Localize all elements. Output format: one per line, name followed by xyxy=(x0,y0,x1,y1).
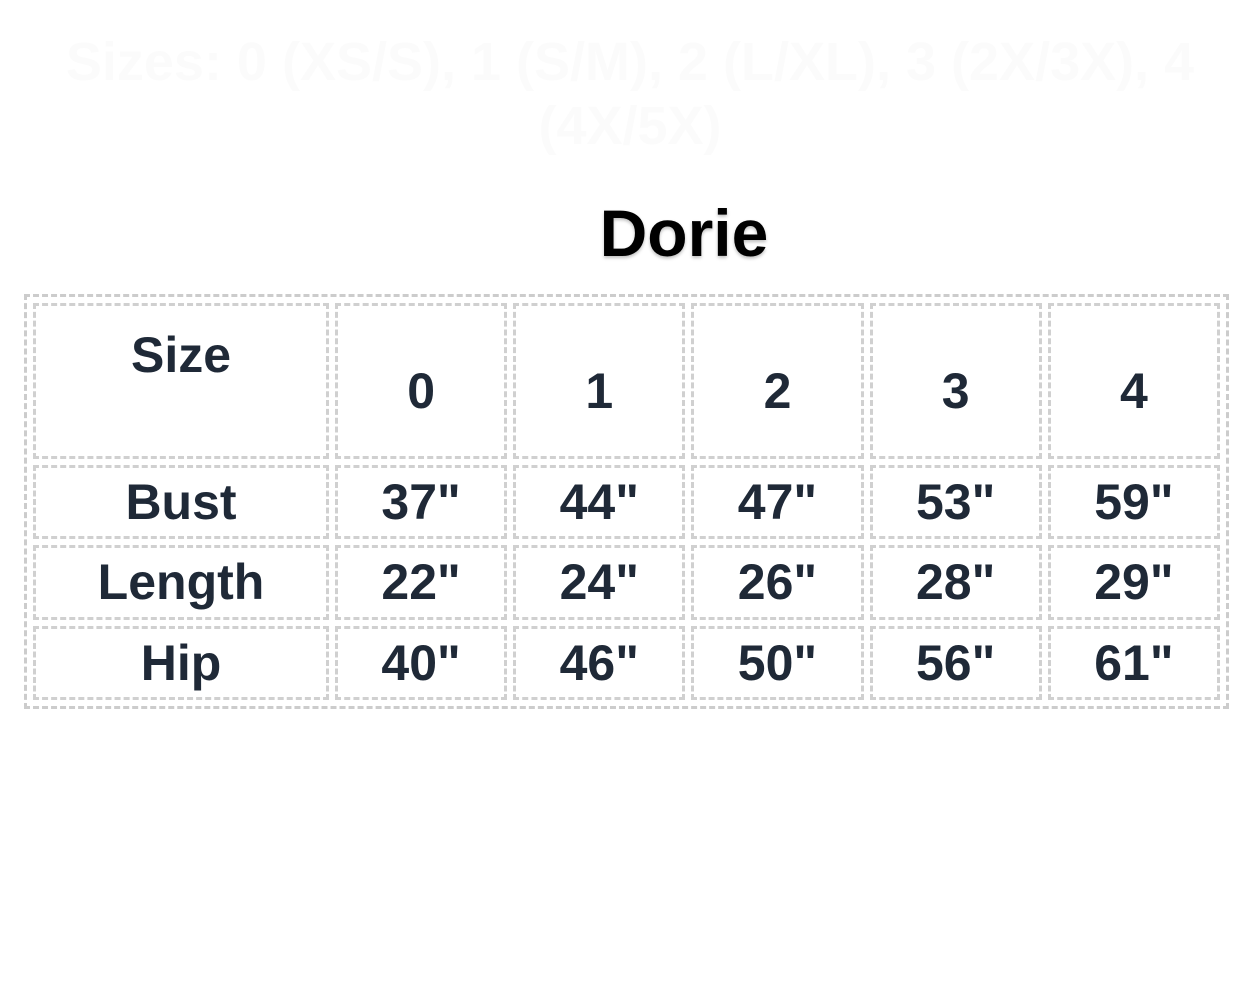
table-cell: 22" xyxy=(335,545,508,620)
table-cell: 40" xyxy=(335,625,508,700)
header-cell: 0 xyxy=(335,303,508,459)
header-cell: 3 xyxy=(869,303,1042,459)
header-cell: 4 xyxy=(1047,303,1220,459)
table-cell: 56" xyxy=(869,625,1042,700)
table-cell: 59" xyxy=(1047,465,1220,540)
table-cell: 28" xyxy=(869,545,1042,620)
table-row: Hip 40" 46" 50" 56" 61" xyxy=(33,625,1220,700)
row-label: Bust xyxy=(33,465,329,540)
header-cell: Size xyxy=(33,303,329,459)
table-row: Length 22" 24" 26" 28" 29" xyxy=(33,545,1220,620)
row-label: Length xyxy=(33,545,329,620)
table-cell: 61" xyxy=(1047,625,1220,700)
row-label: Hip xyxy=(33,625,329,700)
table-cell: 29" xyxy=(1047,545,1220,620)
header-cell: 2 xyxy=(691,303,864,459)
size-chart-table: Size 0 1 2 3 4 Bust 37" 44" 47" 53" 59" … xyxy=(24,294,1229,709)
product-title: Dorie xyxy=(599,196,769,270)
table-cell: 46" xyxy=(513,625,686,700)
sizes-subtitle: Sizes: 0 (XS/S), 1 (S/M), 2 (L/XL), 3 (2… xyxy=(65,32,1195,156)
header-cell: 1 xyxy=(513,303,686,459)
table-cell: 50" xyxy=(691,625,864,700)
table-cell: 37" xyxy=(335,465,508,540)
table-cell: 47" xyxy=(691,465,864,540)
table-row: Bust 37" 44" 47" 53" 59" xyxy=(33,465,1220,540)
header-row: Size 0 1 2 3 4 xyxy=(33,303,1220,459)
table-cell: 44" xyxy=(513,465,686,540)
table-cell: 53" xyxy=(869,465,1042,540)
table-cell: 26" xyxy=(691,545,864,620)
table-cell: 24" xyxy=(513,545,686,620)
